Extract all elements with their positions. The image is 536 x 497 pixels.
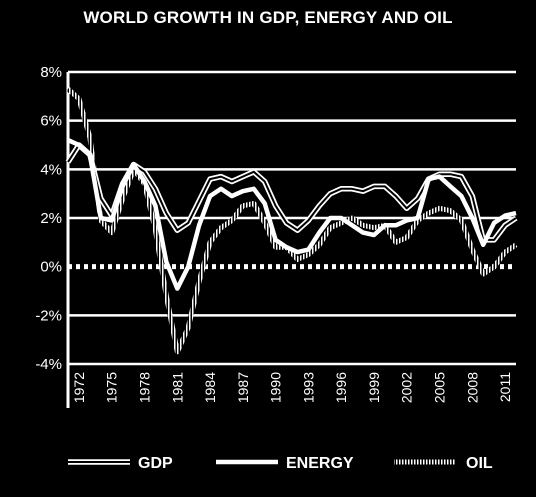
legend-label: ENERGY bbox=[286, 455, 354, 472]
chart-title: WORLD GROWTH IN GDP, ENERGY AND OIL bbox=[83, 8, 453, 27]
legend-item-gdp: GDP bbox=[68, 455, 173, 472]
x-tick-label: 1984 bbox=[202, 372, 218, 403]
y-tick-label: -2% bbox=[35, 307, 62, 324]
legend-label: GDP bbox=[138, 455, 173, 472]
x-tick-label: 1972 bbox=[71, 372, 87, 403]
x-tick-label: 1993 bbox=[300, 372, 316, 403]
x-tick-label: 2005 bbox=[432, 372, 448, 403]
series-gdp bbox=[65, 142, 518, 243]
x-tick-label: 1981 bbox=[169, 372, 185, 403]
y-tick-label: 0% bbox=[40, 259, 62, 276]
y-tick-label: -4% bbox=[35, 356, 62, 373]
x-tick-label: 2002 bbox=[399, 372, 415, 403]
x-tick-label: 1990 bbox=[268, 372, 284, 403]
legend-item-oil: OIL bbox=[394, 455, 493, 472]
legend-label: OIL bbox=[466, 455, 493, 472]
x-tick-label: 1996 bbox=[333, 372, 349, 403]
y-tick-label: 8% bbox=[40, 64, 62, 81]
series-energy bbox=[67, 138, 517, 291]
x-tick-label: 1975 bbox=[104, 372, 120, 403]
series-oil bbox=[66, 87, 518, 355]
x-tick-label: 1999 bbox=[366, 372, 382, 403]
y-tick-label: 2% bbox=[40, 210, 62, 227]
x-tick-label: 2008 bbox=[464, 372, 480, 403]
y-tick-label: 6% bbox=[40, 113, 62, 130]
x-tick-label: 1978 bbox=[136, 372, 152, 403]
legend-item-energy: ENERGY bbox=[216, 455, 354, 472]
x-tick-label: 1987 bbox=[235, 372, 251, 403]
x-tick-label: 2011 bbox=[497, 372, 513, 402]
y-tick-label: 4% bbox=[40, 161, 62, 178]
